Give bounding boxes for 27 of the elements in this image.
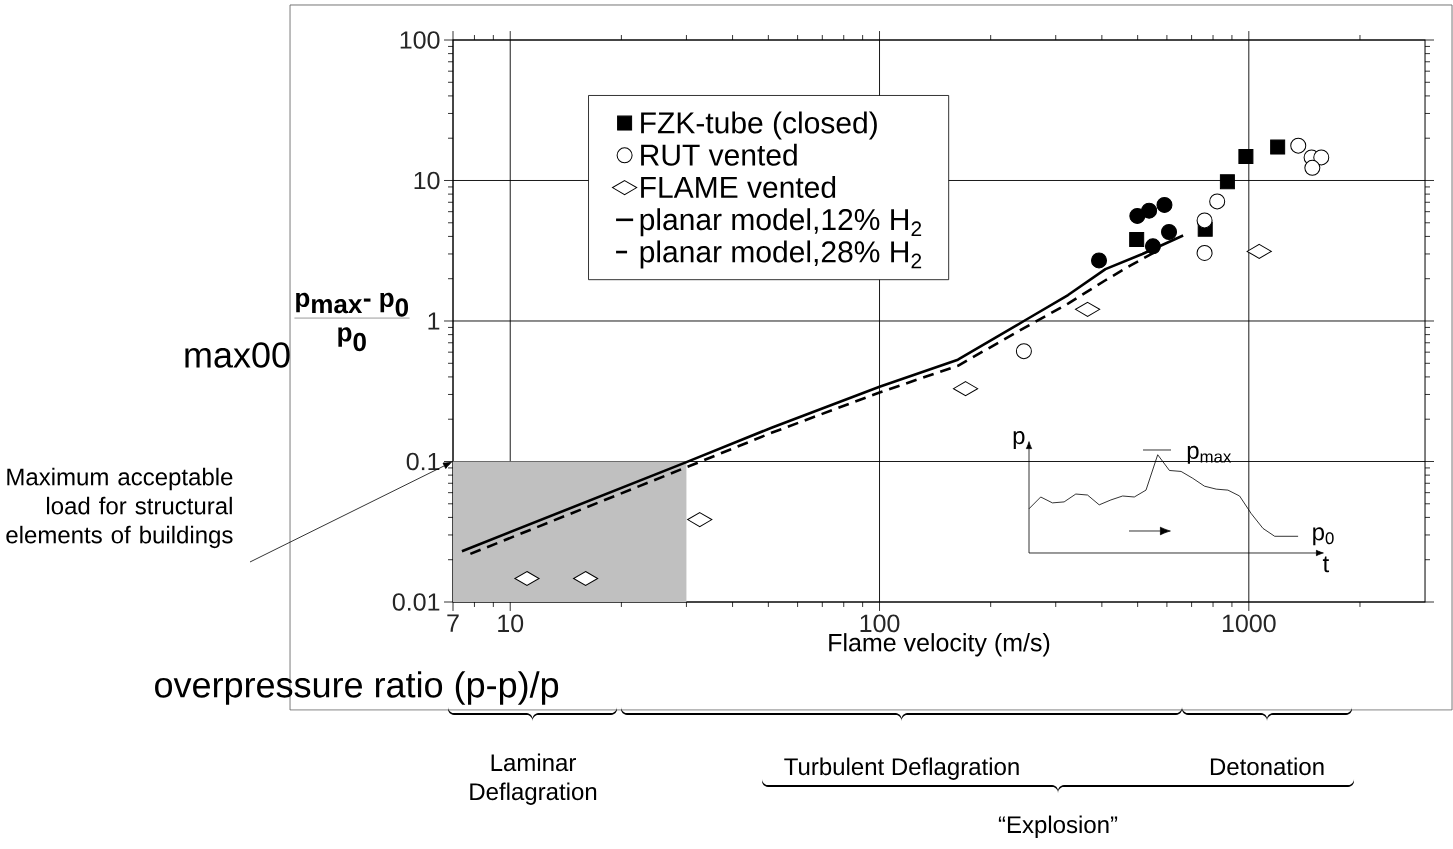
x-tick-label: 7: [447, 614, 459, 632]
text: max00: [185, 342, 290, 368]
text: Laminar Deflagration: [470, 753, 597, 805]
x-tick-label: 1000: [1222, 614, 1276, 633]
x-tick-label: 100: [860, 614, 900, 633]
y-tick-label: 0.01: [392, 593, 440, 611]
x-axis-title: t: [1322, 556, 1330, 573]
x-tick-label: 10: [498, 614, 524, 633]
y-tick-label: 1: [428, 312, 440, 330]
legend-label: planar model,12% H$_{2}$: [640, 208, 922, 237]
text: overpressure ratio (p-p)/p: [155, 671, 559, 705]
legend-label: RUT vented: [641, 143, 797, 166]
y-tick-label: 100: [400, 31, 440, 49]
y-tick-label: 0.1: [406, 452, 440, 471]
x-axis-title: Flame velocity (m/s): [829, 633, 1050, 657]
text: “Explosion”: [998, 815, 1118, 838]
y-tick-label: 10: [414, 171, 440, 190]
text: Turbulent Deflagration: [784, 757, 1019, 780]
annotation: p$_{max}$: [1187, 445, 1232, 464]
legend-label: FLAME vented: [641, 175, 836, 198]
y-axis-title: p: [1013, 431, 1025, 449]
y-axis-title: $\frac{\textbf{p}_{\textbf{max}}\textbf{- p}_{\textbf{0}}}{\textbf{p}_{\textbf{0}}}$: [294, 292, 410, 352]
annotation: p$_{0}$: [1313, 527, 1334, 546]
legend-label: FZK-tube (closed): [641, 111, 877, 140]
text: Detonation: [1210, 757, 1324, 776]
text: Maximum acceptable load for structural elements of buildings: [6, 467, 233, 549]
legend-label: planar model,28% H$_{2}$: [640, 240, 922, 269]
